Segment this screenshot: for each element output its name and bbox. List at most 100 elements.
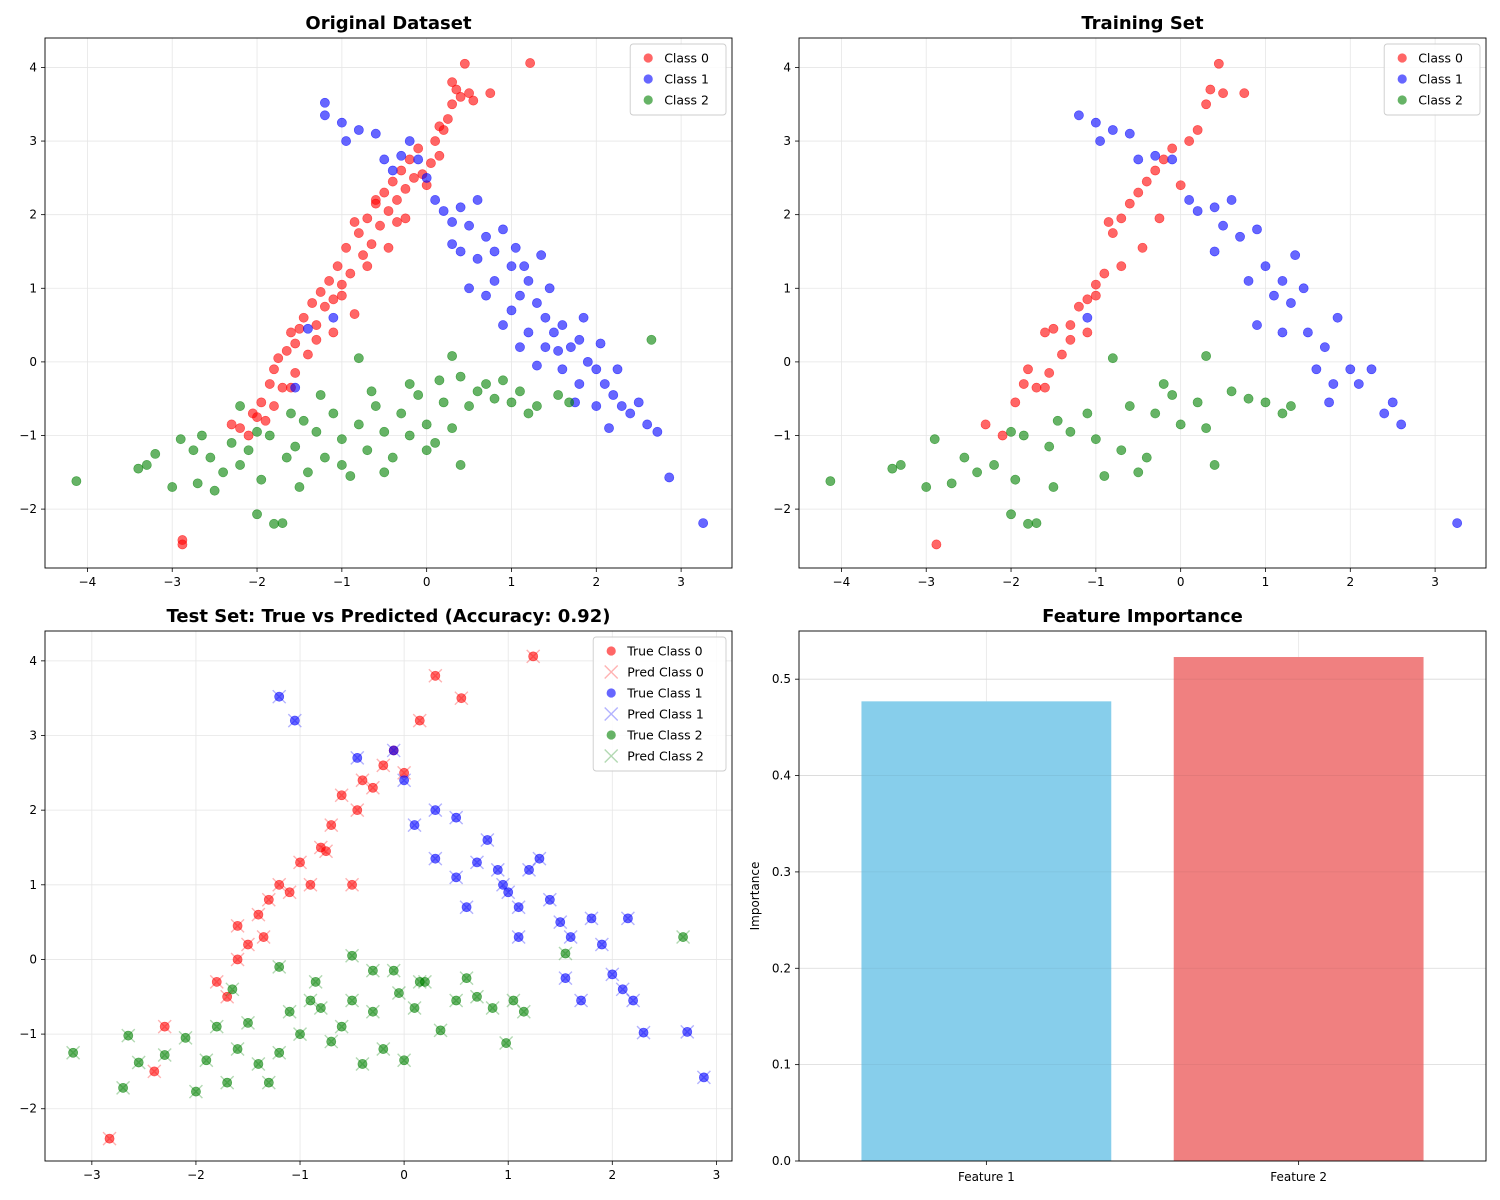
data-point xyxy=(980,419,991,430)
data-point-x xyxy=(240,937,255,952)
data-point-x xyxy=(334,788,349,803)
data-point xyxy=(489,246,500,257)
bar-feature-1 xyxy=(861,701,1112,1161)
data-point xyxy=(513,932,524,942)
data-point xyxy=(263,894,274,905)
data-point xyxy=(455,246,466,257)
data-point-x xyxy=(121,1028,136,1043)
y-tick-label: −2 xyxy=(19,1102,37,1116)
data-point xyxy=(544,894,555,905)
data-point-x xyxy=(376,758,391,773)
legend-marker xyxy=(1397,95,1407,105)
y-tick-label: 0 xyxy=(29,355,37,369)
data-point xyxy=(336,117,347,128)
x-tick-label: −3 xyxy=(83,1168,101,1182)
y-tick-label: 4 xyxy=(29,60,37,74)
data-point xyxy=(451,84,462,95)
data-point xyxy=(1018,379,1029,389)
data-point xyxy=(946,478,957,489)
y-tick-label: −1 xyxy=(773,429,791,443)
data-point xyxy=(1167,143,1178,154)
data-point-x xyxy=(230,1042,245,1057)
data-point xyxy=(468,95,479,106)
data-point xyxy=(274,962,285,972)
data-point xyxy=(367,1006,378,1017)
data-point xyxy=(564,397,575,408)
data-point xyxy=(370,128,381,139)
data-point xyxy=(328,312,339,323)
data-point xyxy=(226,437,237,448)
data-point-x xyxy=(563,930,578,945)
data-point xyxy=(253,909,264,920)
data-point xyxy=(286,408,296,419)
data-point xyxy=(540,342,551,353)
data-point xyxy=(576,995,586,1006)
data-point xyxy=(447,77,458,88)
data-point xyxy=(319,452,330,463)
data-point xyxy=(252,509,262,520)
data-point xyxy=(133,1057,144,1068)
data-point-x xyxy=(459,971,474,986)
data-point xyxy=(1396,419,1407,430)
data-point xyxy=(532,360,542,371)
data-point xyxy=(378,760,389,771)
data-point-x xyxy=(282,1004,297,1019)
data-point xyxy=(1065,426,1076,437)
data-point xyxy=(1452,518,1463,528)
data-point xyxy=(536,250,547,261)
data-point xyxy=(464,283,474,294)
data-point-x xyxy=(501,885,516,900)
data-point xyxy=(1209,460,1220,470)
data-point xyxy=(226,419,237,430)
data-point xyxy=(336,460,347,470)
data-point xyxy=(311,320,322,330)
data-point xyxy=(396,150,407,161)
data-point xyxy=(1133,154,1144,165)
y-tick-label: 4 xyxy=(29,654,37,668)
data-point xyxy=(326,820,337,830)
data-point-x xyxy=(397,773,412,788)
data-point-x xyxy=(131,1055,146,1070)
series-class-1 xyxy=(1073,110,1463,528)
data-point xyxy=(336,279,347,290)
x-tick-label: 2 xyxy=(592,575,600,589)
y-tick-label: 3 xyxy=(29,134,37,148)
data-point xyxy=(421,419,432,430)
data-point-x xyxy=(558,971,573,986)
data-point xyxy=(243,445,254,456)
data-point xyxy=(281,452,292,463)
y-tick-label: 1 xyxy=(783,281,791,295)
data-point xyxy=(472,253,483,264)
data-point xyxy=(336,1021,347,1032)
y-tick-label: −1 xyxy=(19,429,37,443)
data-point xyxy=(336,434,347,445)
data-point-x xyxy=(391,986,406,1001)
data-point xyxy=(510,242,521,253)
data-point-x xyxy=(355,773,370,788)
data-point xyxy=(482,835,493,845)
data-point xyxy=(1192,397,1203,408)
data-point xyxy=(1057,349,1067,360)
data-point-x xyxy=(157,1048,172,1062)
data-point xyxy=(413,390,424,400)
y-axis-label: Importance xyxy=(748,862,762,931)
data-point xyxy=(295,1029,305,1039)
data-point xyxy=(430,437,441,448)
data-point xyxy=(141,460,152,470)
legend: Class 0 Class 1 Class 2 xyxy=(629,43,727,116)
data-point xyxy=(290,441,301,452)
data-point xyxy=(503,887,514,898)
data-point xyxy=(887,463,898,474)
data-point xyxy=(345,268,356,279)
data-point xyxy=(1184,195,1195,205)
data-point xyxy=(252,426,262,437)
data-point xyxy=(399,775,410,786)
data-point xyxy=(461,902,472,913)
data-point-x xyxy=(386,963,401,978)
data-point-x xyxy=(428,851,443,866)
data-point xyxy=(1290,250,1301,261)
data-point-x xyxy=(386,743,401,758)
y-tick-label: 2 xyxy=(783,208,791,222)
data-point xyxy=(625,408,636,419)
data-point xyxy=(133,463,144,474)
